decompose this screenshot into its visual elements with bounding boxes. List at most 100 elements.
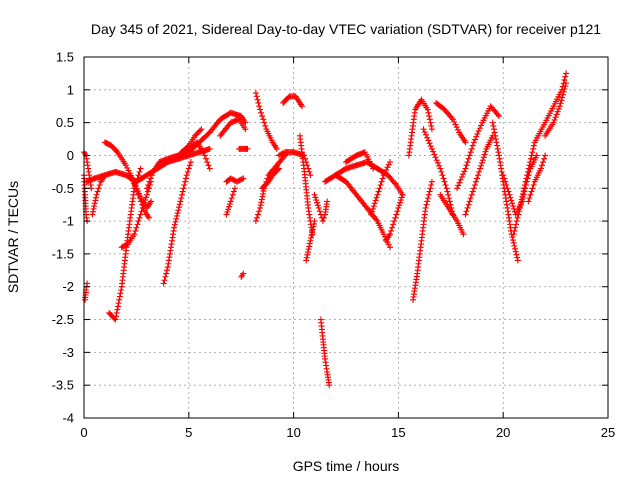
- data-point: [326, 382, 333, 389]
- series-track-21: [259, 165, 282, 192]
- data-point: [125, 167, 132, 174]
- data-point: [556, 103, 563, 110]
- data-point: [375, 188, 382, 195]
- data-point: [274, 166, 281, 173]
- data-point: [426, 140, 433, 147]
- data-point: [303, 254, 310, 261]
- x-tick-label: 10: [286, 425, 300, 440]
- data-point: [430, 148, 437, 155]
- data-point: [516, 204, 523, 211]
- data-point: [182, 175, 189, 182]
- data-point: [510, 203, 517, 210]
- data-point: [145, 181, 152, 188]
- data-point: [421, 129, 428, 136]
- data-point: [161, 277, 168, 284]
- data-point: [462, 139, 469, 146]
- series-track-17: [238, 270, 247, 280]
- data-point: [432, 154, 439, 161]
- data-point: [175, 207, 182, 214]
- data-point: [253, 214, 260, 221]
- data-point: [530, 181, 537, 188]
- grid-lines: [84, 57, 608, 418]
- data-point: [171, 224, 178, 231]
- data-point: [475, 128, 482, 135]
- data-point: [392, 214, 399, 221]
- data-point: [387, 231, 394, 238]
- data-point: [427, 143, 434, 150]
- data-point: [428, 145, 435, 152]
- data-point: [187, 159, 194, 166]
- data-point: [442, 181, 449, 188]
- data-point: [551, 116, 558, 123]
- data-point: [313, 197, 320, 204]
- data-point: [122, 162, 129, 169]
- series-track-39: [462, 132, 496, 218]
- data-point: [518, 196, 525, 203]
- data-point: [563, 70, 570, 77]
- data-point: [394, 208, 401, 215]
- data-point: [457, 176, 464, 183]
- data-point: [226, 203, 233, 210]
- data-point: [252, 90, 259, 97]
- data-point: [465, 155, 472, 162]
- data-point: [132, 227, 139, 234]
- data-point: [256, 208, 263, 215]
- data-point: [492, 132, 499, 139]
- data-point: [183, 172, 190, 179]
- data-point: [136, 168, 143, 175]
- series-track-32: [382, 191, 406, 244]
- data-point: [466, 198, 473, 205]
- data-point: [506, 191, 513, 198]
- data-point: [132, 182, 139, 189]
- data-points: [81, 70, 570, 389]
- data-point: [385, 241, 392, 248]
- data-point: [92, 197, 99, 204]
- data-point: [470, 185, 477, 192]
- data-point: [229, 191, 236, 198]
- data-point: [223, 211, 230, 218]
- series-track-34: [410, 178, 435, 303]
- data-point: [91, 203, 98, 210]
- series-track-38: [454, 103, 503, 192]
- data-point: [134, 175, 141, 182]
- data-point: [89, 208, 96, 215]
- data-point: [514, 214, 521, 221]
- data-point: [320, 214, 327, 221]
- data-point: [494, 145, 501, 152]
- data-point: [92, 194, 99, 201]
- data-point: [171, 221, 178, 228]
- data-point: [446, 198, 453, 205]
- data-point: [84, 280, 91, 287]
- data-point: [316, 208, 323, 215]
- y-tick-label: -3.5: [52, 378, 74, 393]
- data-point: [146, 178, 153, 185]
- data-point: [198, 126, 205, 133]
- data-point: [489, 119, 496, 126]
- data-point: [95, 185, 102, 192]
- data-point: [173, 215, 180, 222]
- data-point: [512, 224, 519, 231]
- data-point: [258, 196, 265, 203]
- y-axis-label: SDTVAR / TECUs: [5, 181, 21, 293]
- data-point: [470, 139, 477, 146]
- data-point: [422, 131, 429, 138]
- data-point: [521, 185, 528, 192]
- data-point: [520, 188, 527, 195]
- data-point: [440, 175, 447, 182]
- data-point: [445, 191, 452, 198]
- data-point: [311, 191, 318, 198]
- series-track-23: [275, 149, 314, 179]
- data-point: [205, 162, 212, 169]
- series-track-07: [106, 165, 144, 323]
- data-point: [260, 116, 267, 123]
- data-point: [315, 204, 322, 211]
- data-point: [507, 194, 514, 201]
- data-point: [178, 195, 185, 202]
- data-point: [258, 199, 265, 206]
- x-tick-label: 0: [80, 425, 87, 440]
- data-point: [143, 194, 150, 201]
- data-point: [462, 165, 469, 172]
- data-point: [379, 175, 386, 182]
- data-point: [376, 185, 383, 192]
- data-point: [460, 231, 467, 238]
